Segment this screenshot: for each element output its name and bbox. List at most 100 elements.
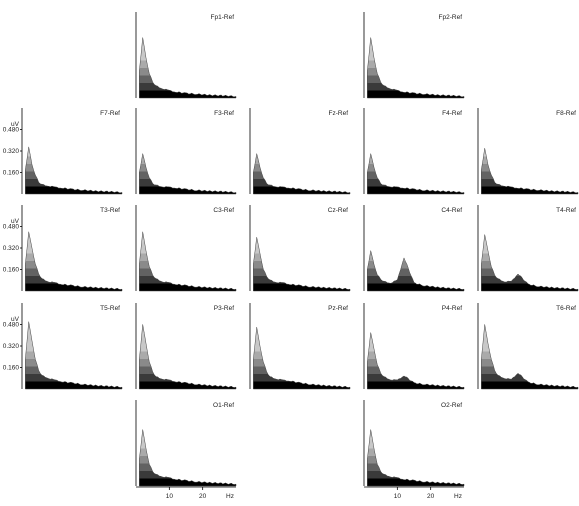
spectrum-band xyxy=(481,179,578,187)
spectrum-band xyxy=(481,336,578,344)
spectrum-outline xyxy=(139,37,237,99)
spectrum-band xyxy=(481,276,578,284)
spectrum-band xyxy=(22,119,122,127)
y-tick-label: 0.480 xyxy=(3,224,20,231)
spectrum-band xyxy=(481,149,578,157)
spectrum-band xyxy=(367,332,464,337)
spectrum-band xyxy=(478,216,578,224)
spectrum-band xyxy=(364,216,464,224)
spectrum-band xyxy=(253,344,350,352)
spectrum-band xyxy=(25,186,122,194)
spectrum-panel-f3-ref: F3-Ref xyxy=(135,108,237,195)
y-tick-label: 0.320 xyxy=(3,343,20,350)
spectrum-band xyxy=(139,38,236,46)
spectrum-band xyxy=(367,433,464,441)
spectrum-band xyxy=(25,268,122,276)
spectrum-band xyxy=(481,344,578,352)
spectrum-outline xyxy=(25,146,123,195)
spectrum-band xyxy=(139,246,236,254)
spectrum-outline xyxy=(367,153,465,195)
spectrum-band xyxy=(253,381,350,389)
spectrum-band xyxy=(253,283,350,291)
spectrum-panel-c4-ref: C4-Ref xyxy=(363,205,465,292)
spectrum-panel-p3-ref: P3-Ref xyxy=(135,303,237,390)
spectrum-band xyxy=(25,381,122,389)
spectrum-outline xyxy=(139,429,237,487)
spectrum-band xyxy=(367,37,464,38)
spectrum-outline xyxy=(367,250,465,292)
spectrum-band xyxy=(364,314,464,322)
spectrum-outline xyxy=(25,321,123,390)
spectrum-band xyxy=(367,171,464,179)
spectrum-band xyxy=(481,238,578,246)
spectrum-band xyxy=(25,253,122,261)
spectrum-band xyxy=(367,441,464,449)
spectrum-band xyxy=(25,321,122,329)
spectrum-band xyxy=(139,448,236,456)
spectrum-band xyxy=(478,134,578,142)
spectrum-outline xyxy=(139,231,237,292)
y-unit-label: uV xyxy=(11,121,20,128)
spectrum-band xyxy=(367,38,464,46)
spectrum-band xyxy=(367,60,464,68)
spectrum-band xyxy=(139,351,236,359)
spectrum-band xyxy=(367,53,464,61)
spectrum-band xyxy=(481,156,578,164)
spectrum-band xyxy=(367,381,464,389)
spectrum-band xyxy=(139,261,236,269)
spectrum-panel-c3-ref: C3-Ref xyxy=(135,205,237,292)
spectrum-band xyxy=(364,224,464,232)
spectrum-band xyxy=(481,164,578,172)
channel-label: T4-Ref xyxy=(556,207,576,214)
spectrum-band xyxy=(481,283,578,291)
spectrum-panel-f7-ref: F7-Ref uV0.480 0.320 0.160 xyxy=(3,108,123,195)
channel-label: F4-Ref xyxy=(442,110,462,117)
x-unit-label: Hz xyxy=(454,493,462,500)
spectrum-band xyxy=(139,60,236,68)
y-tick-label: 0.320 xyxy=(3,245,20,252)
spectrum-band xyxy=(367,351,464,359)
spectrum-band xyxy=(139,83,236,91)
x-tick-label: 10 xyxy=(394,493,402,500)
spectrum-band xyxy=(367,164,464,172)
y-tick-label: 0.480 xyxy=(3,322,20,329)
channel-label: Fp1-Ref xyxy=(211,14,235,21)
spectrum-band xyxy=(139,324,236,329)
spectrum-band xyxy=(139,429,236,434)
spectrum-band xyxy=(139,253,236,261)
spectrum-band xyxy=(25,374,122,382)
channel-label: P3-Ref xyxy=(214,305,234,312)
spectrum-panel-fp1-ref: Fp1-Ref xyxy=(135,12,237,99)
spectrum-band xyxy=(139,90,236,98)
channel-label: P4-Ref xyxy=(442,305,462,312)
channel-label: C3-Ref xyxy=(213,207,234,214)
spectrum-band xyxy=(364,411,464,419)
spectrum-band xyxy=(364,142,464,150)
spectrum-band xyxy=(139,186,236,194)
spectrum-band xyxy=(367,344,464,352)
x-tick-label: 20 xyxy=(199,493,207,500)
spectrum-band xyxy=(250,314,350,322)
spectrum-outline xyxy=(139,153,237,195)
spectrum-band xyxy=(253,329,350,337)
spectrum-band xyxy=(481,351,578,359)
spectrum-band xyxy=(367,456,464,464)
spectrum-band xyxy=(25,344,122,352)
spectrum-band xyxy=(139,344,236,352)
spectrum-band xyxy=(139,478,236,486)
spectrum-outline xyxy=(481,324,579,390)
spectrum-band xyxy=(481,261,578,269)
spectrum-band xyxy=(481,268,578,276)
spectrum-band xyxy=(136,419,236,427)
spectrum-panel-t3-ref: T3-Ref uV0.480 0.320 0.160 xyxy=(3,205,123,292)
spectrum-band xyxy=(136,119,236,127)
y-tick-label: 0.160 xyxy=(3,365,20,372)
channel-label: Pz-Ref xyxy=(328,305,348,312)
y-tick-label: 0.160 xyxy=(3,267,20,274)
channel-label: Fz-Ref xyxy=(329,110,349,117)
spectrum-band xyxy=(367,283,464,291)
spectrum-band xyxy=(139,238,236,246)
spectrum-panel-pz-ref: Pz-Ref xyxy=(249,303,351,390)
spectrum-band xyxy=(136,142,236,150)
spectrum-band xyxy=(139,433,236,441)
